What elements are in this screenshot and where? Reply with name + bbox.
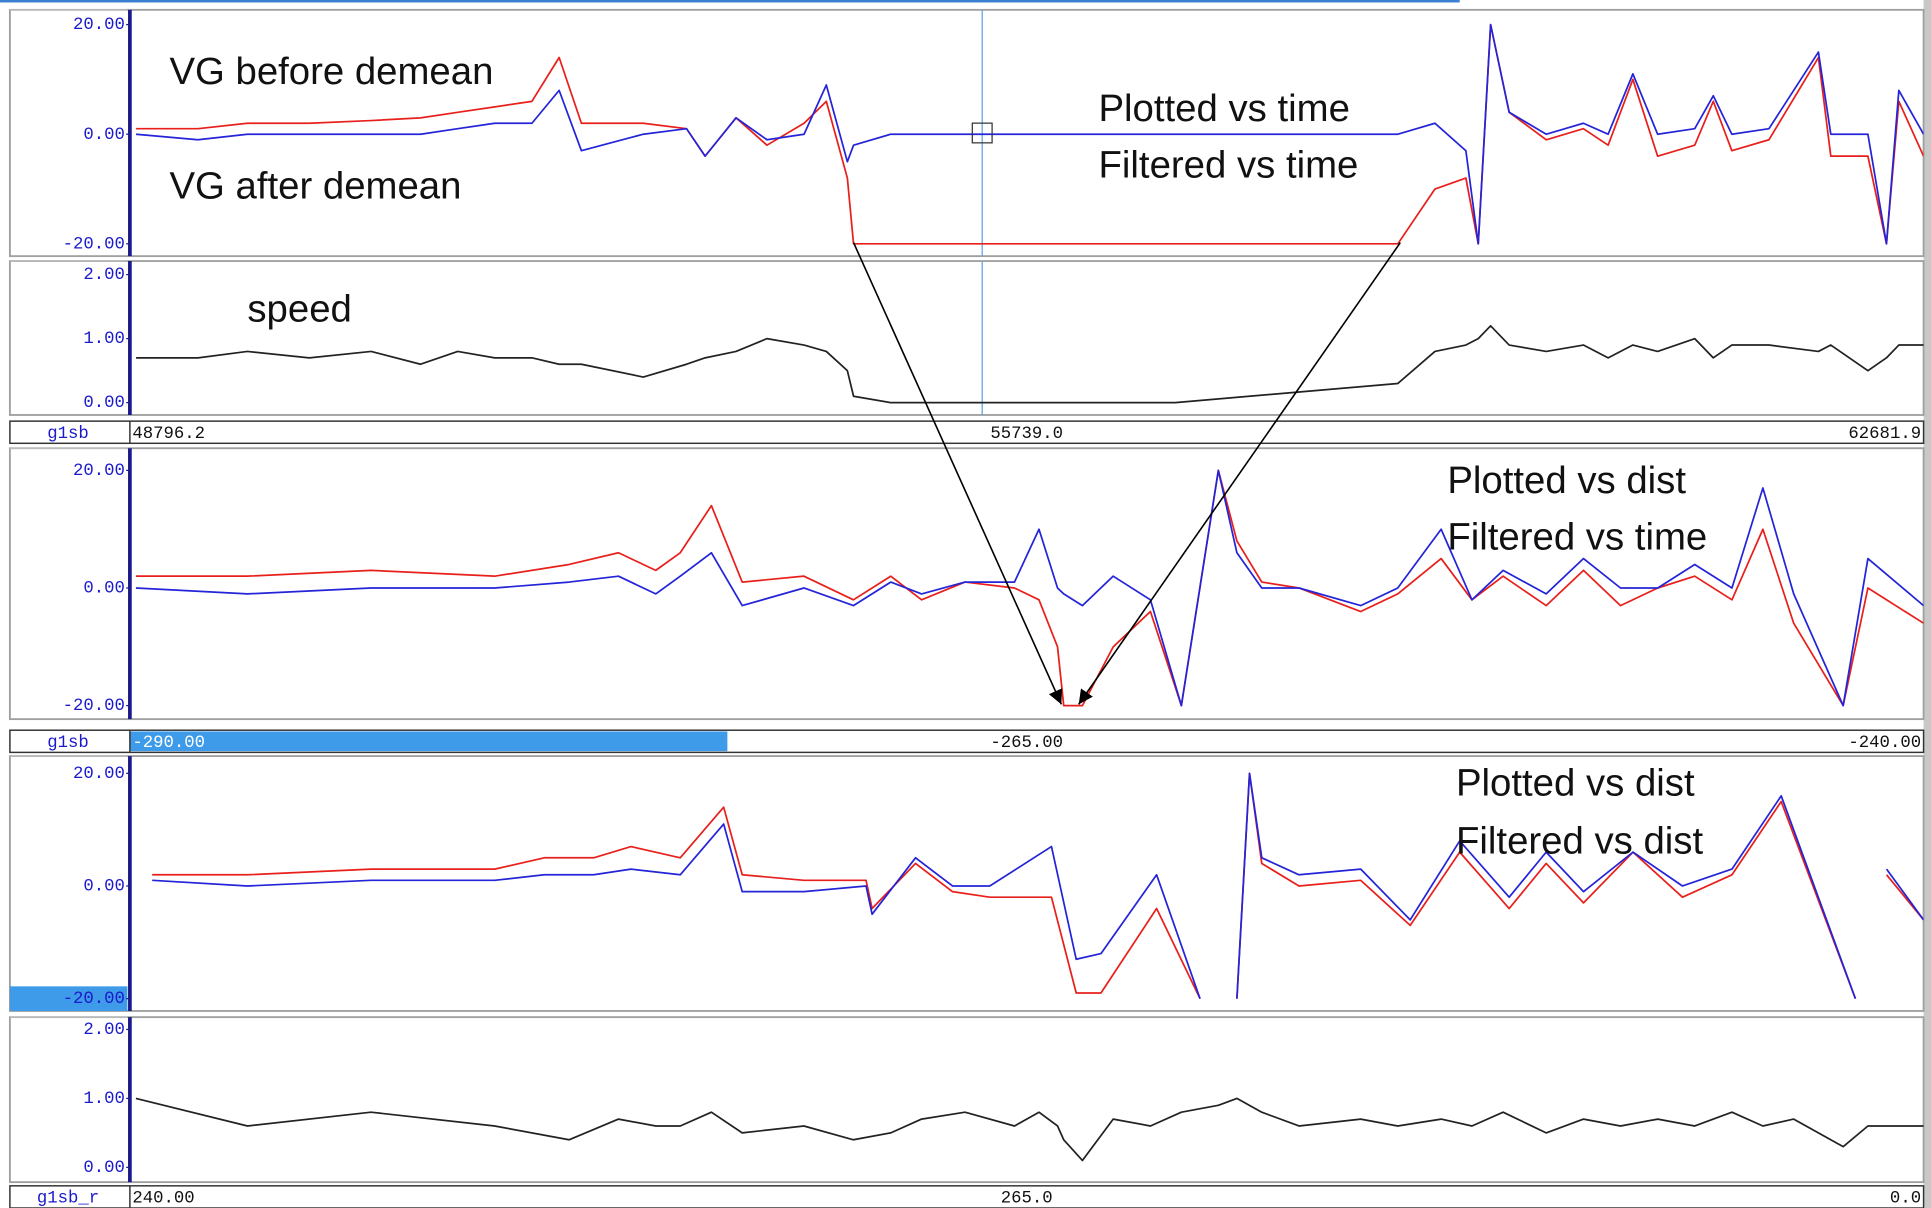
trace bbox=[135, 23, 1924, 245]
annotation: Plotted vs dist bbox=[1456, 762, 1695, 805]
y-tick-label: 0.00 bbox=[83, 394, 125, 413]
axis-value-label: -290.00 bbox=[132, 734, 205, 753]
trace bbox=[136, 23, 1924, 245]
annotation: speed bbox=[247, 288, 351, 331]
y-tick-label: 1.00 bbox=[83, 1090, 125, 1109]
annotation: Plotted vs dist bbox=[1447, 459, 1686, 502]
legend-label: VG after demean bbox=[169, 165, 461, 208]
axis-value-label: 55739.0 bbox=[990, 425, 1063, 444]
arrow bbox=[1078, 242, 1401, 705]
y-tick-label: 0.00 bbox=[83, 1159, 125, 1178]
axis-name: g1sb bbox=[47, 425, 89, 444]
cursor-box bbox=[971, 122, 993, 144]
annotation: Plotted vs time bbox=[1098, 87, 1349, 130]
top-bar bbox=[0, 0, 1460, 3]
legend-label: VG before demean bbox=[169, 50, 493, 93]
selection-highlight bbox=[129, 731, 728, 752]
trace bbox=[135, 469, 1924, 707]
axis-value-label: -240.00 bbox=[1848, 734, 1921, 753]
arrow bbox=[852, 242, 1063, 705]
axis-value-label: 62681.9 bbox=[1848, 425, 1921, 444]
y-tick-label: 0.00 bbox=[83, 126, 125, 145]
axis-value-label: 48796.2 bbox=[132, 425, 205, 444]
trace bbox=[152, 772, 1924, 999]
y-tick-label: 20.00 bbox=[73, 765, 125, 784]
y-tick-label: 0.00 bbox=[83, 580, 125, 599]
annotation: Filtered vs dist bbox=[1456, 820, 1704, 863]
panel-frame bbox=[8, 8, 1925, 258]
panel-frame bbox=[8, 260, 1925, 416]
annotation: Filtered vs time bbox=[1098, 144, 1358, 187]
y-tick-label: 20.00 bbox=[73, 462, 125, 481]
y-tick-label: 0.00 bbox=[83, 878, 125, 897]
trace bbox=[135, 1097, 1924, 1162]
selected-label-bg bbox=[9, 986, 128, 1011]
axis-bar bbox=[9, 1185, 1925, 1208]
y-tick-label: -20.00 bbox=[63, 697, 125, 716]
trace bbox=[136, 324, 1924, 404]
annotation: Filtered vs time bbox=[1447, 516, 1707, 559]
y-tick-label: 20.00 bbox=[73, 16, 125, 35]
right-edge bbox=[1923, 0, 1931, 1208]
y-tick-label: -20.00 bbox=[63, 235, 125, 254]
panel-frame bbox=[8, 755, 1925, 1012]
axis-value-label: 240.00 bbox=[132, 1190, 194, 1208]
axis-value-label: -265.00 bbox=[990, 734, 1063, 753]
y-tick-label: -20.00 bbox=[63, 990, 125, 1009]
axis-value-label: 265.0 bbox=[1001, 1190, 1053, 1208]
axis-bar bbox=[9, 420, 1925, 445]
axis-value-label: 0.0 bbox=[1890, 1190, 1921, 1208]
panel-frame bbox=[8, 1016, 1925, 1184]
axis-name: g1sb_r bbox=[37, 1190, 99, 1208]
axis-name: g1sb bbox=[47, 734, 89, 753]
y-tick-label: 1.00 bbox=[83, 330, 125, 349]
y-tick-label: 2.00 bbox=[83, 266, 125, 285]
y-tick-label: 2.00 bbox=[83, 1021, 125, 1040]
